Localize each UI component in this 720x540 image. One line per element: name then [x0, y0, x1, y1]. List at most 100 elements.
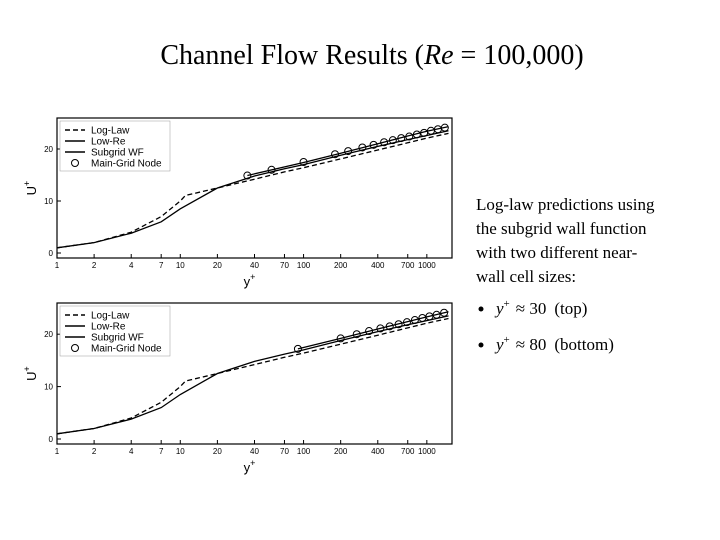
x-tick-label: 20 [213, 447, 222, 456]
node-marker [331, 150, 340, 159]
var: y [494, 335, 504, 354]
node-marker [410, 316, 419, 325]
node-marker [352, 330, 361, 339]
series-line [247, 125, 449, 177]
legend-marker [71, 344, 79, 352]
x-tick-label: 400 [371, 447, 385, 456]
node-marker [432, 310, 441, 319]
node-marker [376, 324, 385, 333]
slide-title: Channel Flow Results (Re = 100,000) [160, 40, 583, 71]
legend-box [59, 120, 171, 172]
y-axis-label: U+ [22, 181, 39, 196]
x-tick-label: 1 [55, 261, 60, 270]
y-tick-label: 20 [44, 330, 53, 339]
y-axis-label: U+ [22, 366, 39, 381]
paragraph: Log-law predictions using the subgrid wal… [476, 195, 655, 286]
approx: ≈ 30 [516, 299, 547, 318]
x-tick-label: 20 [213, 261, 222, 270]
text-line: the subgrid wall function [476, 219, 647, 238]
y-tick-label: 0 [49, 435, 54, 444]
legend-label: Main-Grid Node [91, 159, 162, 170]
x-tick-label: 200 [334, 261, 348, 270]
bullet-dot [478, 306, 484, 312]
title-part: = 100,000) [454, 40, 584, 71]
node-marker [336, 334, 345, 343]
series-line [56, 132, 449, 249]
node-marker [293, 344, 302, 353]
node-marker [243, 171, 252, 180]
x-tick-label: 100 [297, 261, 311, 270]
y-axis-label-main: U [24, 371, 39, 380]
node-marker [397, 134, 406, 143]
text-line: Log-law predictions using [476, 195, 655, 214]
x-tick-label: 40 [250, 261, 259, 270]
text-line: with two different near- [476, 243, 638, 262]
chart: 1 2 4 7 10 20 40 70 100 200 400 700 100001020y+U+Log… [22, 117, 453, 289]
y-tick-label: 10 [44, 383, 53, 392]
bullet-text: y+ ≈ 30 (top) [494, 298, 587, 318]
x-tick-label: 1000 [418, 447, 436, 456]
x-tick-label: 100 [297, 447, 311, 456]
x-tick-label: 700 [401, 447, 415, 456]
legend-label: Subgrid WF [91, 333, 144, 344]
node-marker [369, 140, 378, 149]
sup: + [504, 334, 510, 346]
chart: 1 2 4 7 10 20 40 70 100 200 400 700 100001020y+U+Log… [22, 302, 453, 475]
x-tick-label: 10 [176, 261, 185, 270]
y-axis-label-main: U [24, 186, 39, 195]
y-tick-label: 10 [44, 197, 53, 206]
bullet-text: y+ ≈ 80 (bottom) [494, 334, 614, 354]
x-axis-label-sup: + [250, 458, 255, 468]
x-tick-label: 40 [250, 447, 259, 456]
series-line [56, 317, 449, 435]
x-axis-label-sup: + [250, 272, 255, 282]
node-marker [358, 143, 367, 152]
title-part: Channel Flow Results ( [160, 40, 424, 71]
node-marker [394, 320, 403, 329]
bullet-dot [478, 342, 484, 348]
y-axis-label-sup: + [22, 366, 32, 371]
node-marker [344, 147, 353, 156]
legend-label: Low-Re [91, 137, 126, 148]
legend-label: Log-Law [91, 311, 130, 322]
title-italic: Re [423, 40, 454, 71]
x-tick-label: 4 [129, 261, 134, 270]
note: (top) [554, 299, 587, 318]
x-tick-label: 700 [401, 261, 415, 270]
x-tick-label: 2 [92, 261, 97, 270]
x-tick-label: 10 [176, 447, 185, 456]
x-axis-label-main: y [244, 460, 251, 475]
y-tick-label: 0 [49, 249, 54, 258]
note: (bottom) [554, 335, 614, 354]
series-line [56, 315, 449, 435]
var: y [494, 299, 504, 318]
x-tick-label: 200 [334, 447, 348, 456]
legend-marker [71, 159, 79, 167]
node-marker [385, 322, 394, 331]
node-marker [388, 136, 397, 145]
legend-label: Log-Law [91, 126, 130, 137]
x-tick-label: 70 [280, 447, 289, 456]
x-axis-label-main: y [244, 274, 251, 289]
y-tick-label: 20 [44, 145, 53, 154]
node-marker [299, 158, 308, 166]
node-marker [440, 308, 449, 317]
node-marker [412, 130, 421, 139]
node-marker [405, 132, 414, 141]
x-tick-label: 4 [129, 447, 134, 456]
x-tick-label: 2 [92, 447, 97, 456]
sup: + [504, 298, 510, 310]
approx: ≈ 80 [516, 335, 547, 354]
legend-label: Subgrid WF [91, 148, 144, 159]
legend-label: Main-Grid Node [91, 344, 162, 355]
node-marker [267, 165, 276, 174]
x-tick-label: 7 [159, 447, 164, 456]
node-marker [365, 327, 374, 336]
x-axis-label: y+ [244, 272, 256, 289]
x-tick-label: 400 [371, 261, 385, 270]
node-marker [402, 318, 411, 327]
bullets: y+ ≈ 30 (top)y+ ≈ 80 (bottom) [478, 298, 614, 354]
text-line: wall cell sizes: [476, 267, 576, 286]
x-tick-label: 1 [55, 447, 60, 456]
legend-label: Low-Re [91, 322, 126, 333]
